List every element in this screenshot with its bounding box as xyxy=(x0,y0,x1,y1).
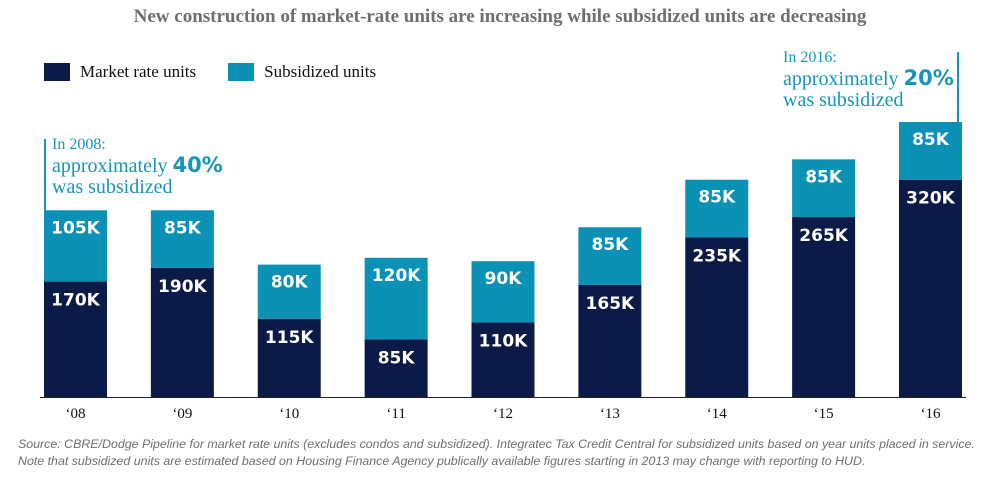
x-tick-label-0: ‘08 xyxy=(66,406,86,422)
bar-subsidized-7 xyxy=(792,159,856,218)
legend-label-subsidized: Subsidized units xyxy=(264,62,377,81)
annotation-2008-text2: was subsidized xyxy=(52,175,173,198)
annotation-2008-rule xyxy=(44,139,46,211)
legend: Market rate units Subsidized units xyxy=(44,62,408,82)
x-tick-label-5: ‘13 xyxy=(600,406,620,422)
legend-swatch-subsidized xyxy=(228,63,255,81)
bar-subsidized-3 xyxy=(364,257,428,340)
bar-subsidized-8 xyxy=(899,122,962,180)
bar-market-7 xyxy=(792,217,856,397)
x-tick-label-7: ‘15 xyxy=(814,406,834,422)
data-label-subsidized-0: 105K xyxy=(51,218,100,238)
data-label-market-6: 235K xyxy=(692,246,741,266)
data-label-subsidized-6: 85K xyxy=(698,188,736,208)
legend-item-market: Market rate units xyxy=(44,62,196,82)
data-label-subsidized-7: 85K xyxy=(805,167,843,187)
annotation-2008-header: In 2008: xyxy=(52,136,106,153)
bar-market-8 xyxy=(899,179,962,397)
bar-subsidized-4 xyxy=(471,261,535,323)
data-label-market-3: 85K xyxy=(378,348,416,368)
data-label-subsidized-2: 80K xyxy=(271,273,309,293)
x-tick-label-4: ‘12 xyxy=(493,406,513,422)
annotation-2008: In 2008: approximately 40% was subsidize… xyxy=(52,136,223,198)
legend-label-market: Market rate units xyxy=(80,62,197,81)
data-label-subsidized-1: 85K xyxy=(164,218,202,238)
annotation-2016-text: approximately xyxy=(783,67,904,90)
source-note: Source: CBRE/Dodge Pipeline for market r… xyxy=(18,437,975,468)
bar-subsidized-0 xyxy=(44,210,107,282)
data-label-market-7: 265K xyxy=(799,226,848,246)
data-label-market-8: 320K xyxy=(906,189,955,209)
annotation-2008-percent: 40% xyxy=(172,152,223,177)
bar-market-6 xyxy=(685,237,749,397)
annotation-2008-text: approximately xyxy=(52,154,173,177)
annotation-2016-header: In 2016: xyxy=(783,49,837,66)
bar-market-4 xyxy=(471,322,535,397)
x-tick-label-8: ‘16 xyxy=(921,406,941,422)
bar-subsidized-6 xyxy=(685,179,749,238)
bar-subsidized-2 xyxy=(257,264,321,319)
bar-subsidized-5 xyxy=(578,227,642,285)
data-label-subsidized-5: 85K xyxy=(591,235,629,255)
bar-market-2 xyxy=(257,318,321,397)
data-label-market-4: 110K xyxy=(479,331,528,351)
data-label-subsidized-3: 120K xyxy=(372,266,421,286)
data-label-market-1: 190K xyxy=(158,277,207,297)
chart-title: New construction of market-rate units ar… xyxy=(133,6,867,27)
data-label-market-0: 170K xyxy=(51,291,100,311)
x-tick-label-6: ‘14 xyxy=(707,406,727,422)
data-label-market-2: 115K xyxy=(265,328,314,348)
x-tick-label-1: ‘09 xyxy=(172,406,192,422)
x-tick-label-2: ‘10 xyxy=(279,406,299,422)
bar-market-3 xyxy=(364,339,428,397)
bar-subsidized-1 xyxy=(150,210,214,268)
bar-market-1 xyxy=(150,267,214,397)
annotation-2016-text2: was subsidized xyxy=(783,88,904,111)
annotation-2016-percent: 20% xyxy=(903,65,954,90)
bar-market-5 xyxy=(578,284,642,397)
annotation-2016-rule xyxy=(957,52,959,122)
data-label-market-5: 165K xyxy=(586,294,635,314)
x-tick-label-3: ‘11 xyxy=(386,406,405,422)
data-label-subsidized-8: 85K xyxy=(912,130,950,150)
legend-item-subsidized: Subsidized units xyxy=(228,62,376,82)
annotation-2016: In 2016: approximately 20% was subsidize… xyxy=(783,49,954,111)
bar-market-0 xyxy=(44,281,107,397)
data-label-subsidized-4: 90K xyxy=(485,269,523,289)
legend-swatch-market xyxy=(44,63,70,81)
